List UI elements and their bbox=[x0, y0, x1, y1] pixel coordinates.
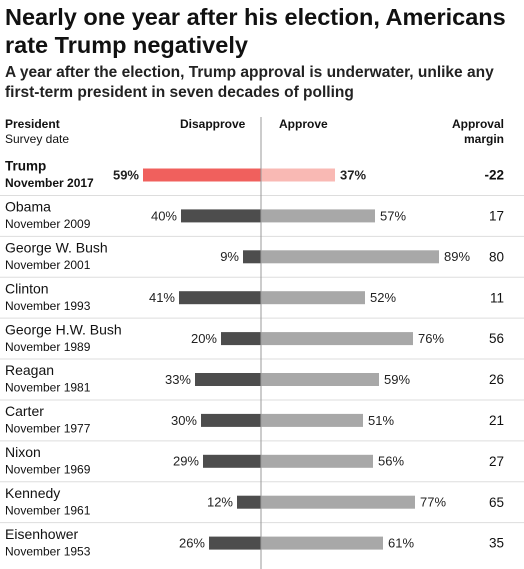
disapprove-bar bbox=[143, 168, 261, 182]
disapprove-bar bbox=[195, 373, 261, 386]
president-name: Kennedy bbox=[5, 485, 60, 501]
president-name: George W. Bush bbox=[5, 240, 108, 256]
survey-date: November 1977 bbox=[5, 422, 91, 436]
disapprove-bar bbox=[181, 209, 261, 223]
approve-bar bbox=[261, 413, 363, 427]
approval-margin-value: 17 bbox=[489, 208, 504, 223]
approve-value-label: 61% bbox=[388, 536, 414, 551]
approve-value-label: 59% bbox=[384, 372, 410, 387]
disapprove-value-label: 41% bbox=[149, 290, 175, 305]
president-name: Reagan bbox=[5, 362, 54, 378]
approve-value-label: 52% bbox=[370, 290, 396, 305]
approve-header: Approve bbox=[279, 117, 328, 131]
survey-date: November 2001 bbox=[5, 258, 91, 272]
disapprove-value-label: 9% bbox=[220, 249, 239, 264]
president-name: Eisenhower bbox=[5, 526, 78, 542]
president-name: Carter bbox=[5, 403, 44, 419]
disapprove-bar bbox=[237, 495, 261, 509]
president-name: Trump bbox=[5, 159, 46, 174]
disapprove-bar bbox=[243, 250, 261, 264]
approve-bar bbox=[261, 209, 375, 223]
disapprove-value-label: 26% bbox=[179, 536, 205, 551]
disapprove-bar bbox=[203, 454, 261, 468]
approve-value-label: 77% bbox=[420, 495, 446, 510]
approval-margin-value: 35 bbox=[489, 536, 504, 551]
disapprove-bar bbox=[201, 413, 261, 427]
survey-date: November 1993 bbox=[5, 299, 91, 313]
president-name: George H.W. Bush bbox=[5, 321, 122, 337]
approval-margin-value: 26 bbox=[489, 372, 504, 387]
disapprove-bar bbox=[179, 291, 261, 305]
approve-bar bbox=[261, 291, 365, 305]
disapprove-value-label: 30% bbox=[171, 413, 197, 428]
chart-title: Nearly one year after his election, Amer… bbox=[5, 4, 506, 58]
approval-margin-value: 65 bbox=[489, 495, 504, 510]
margin-header-line2: margin bbox=[463, 132, 504, 146]
disapprove-value-label: 29% bbox=[173, 454, 199, 469]
approval-margin-value: 56 bbox=[489, 331, 504, 346]
survey-date: November 2017 bbox=[5, 176, 94, 190]
disapprove-value-label: 59% bbox=[113, 167, 139, 182]
approval-margin-value: -22 bbox=[484, 168, 504, 183]
approve-value-label: 57% bbox=[380, 208, 406, 223]
approval-margin-value: 21 bbox=[489, 413, 504, 428]
survey-date: November 1989 bbox=[5, 340, 91, 354]
approve-value-label: 56% bbox=[378, 454, 404, 469]
survey-date-header-label: Survey date bbox=[5, 132, 70, 146]
disapprove-value-label: 12% bbox=[207, 495, 233, 510]
disapprove-bar bbox=[209, 536, 261, 550]
approve-value-label: 89% bbox=[444, 249, 470, 264]
approve-value-label: 76% bbox=[418, 331, 444, 346]
president-name: Clinton bbox=[5, 280, 49, 296]
president-name: Obama bbox=[5, 199, 51, 215]
approve-bar bbox=[261, 495, 415, 509]
approve-value-label: 37% bbox=[340, 167, 366, 182]
approval-margin-value: 80 bbox=[489, 249, 504, 264]
disapprove-bar bbox=[221, 332, 261, 346]
disapprove-header: Disapprove bbox=[180, 117, 246, 131]
president-header-label: President bbox=[5, 117, 60, 131]
president-name: Nixon bbox=[5, 444, 41, 460]
disapprove-value-label: 40% bbox=[151, 208, 177, 223]
approve-bar bbox=[261, 373, 379, 386]
approve-bar bbox=[261, 454, 373, 468]
margin-header: Approval margin bbox=[452, 117, 504, 147]
president-header: President Survey date bbox=[5, 117, 69, 147]
approval-margin-value: 27 bbox=[489, 454, 504, 469]
approve-bar bbox=[261, 168, 335, 182]
survey-date: November 1969 bbox=[5, 462, 91, 476]
approve-bar bbox=[261, 250, 439, 264]
survey-date: November 2009 bbox=[5, 217, 91, 231]
disapprove-value-label: 33% bbox=[165, 372, 191, 387]
approve-value-label: 51% bbox=[368, 413, 394, 428]
approve-bar bbox=[261, 536, 383, 550]
approval-margin-value: 11 bbox=[490, 290, 504, 305]
survey-date: November 1953 bbox=[5, 544, 91, 558]
survey-date: November 1961 bbox=[5, 503, 91, 517]
survey-date: November 1981 bbox=[5, 381, 91, 395]
margin-header-line1: Approval bbox=[451, 117, 504, 131]
disapprove-value-label: 20% bbox=[191, 331, 217, 346]
chart-subtitle: A year after the election, Trump approva… bbox=[5, 64, 494, 101]
approve-bar bbox=[261, 332, 413, 346]
